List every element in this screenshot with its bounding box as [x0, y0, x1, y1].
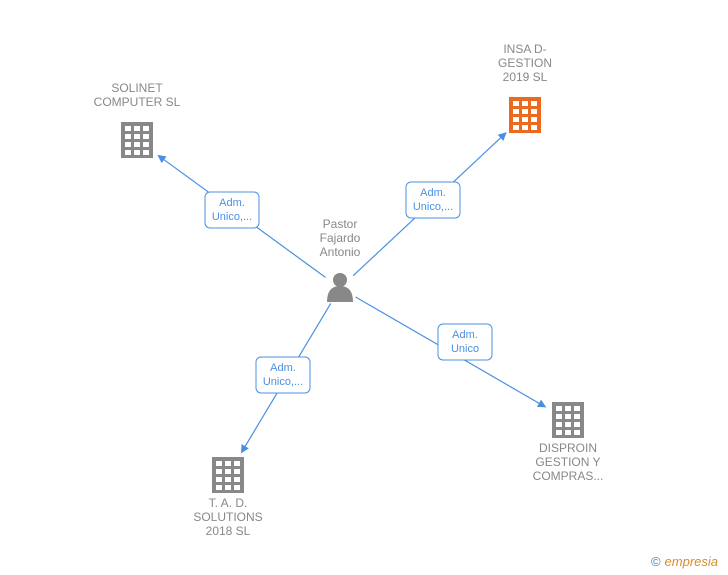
copyright-symbol: © [651, 554, 661, 569]
node-label: 2019 SL [503, 70, 548, 84]
edge-label-text: Unico,... [263, 376, 303, 388]
edge-label-text: Adm. [452, 329, 478, 341]
node-label: 2018 SL [206, 524, 251, 538]
node-label: GESTION Y [535, 455, 600, 469]
network-diagram: Adm. Unico,... Adm. Unico,... Adm. Unico Adm. U… [0, 0, 728, 575]
node-label: COMPUTER SL [94, 95, 181, 109]
building-icon [509, 97, 541, 133]
node-label: SOLINET [111, 81, 163, 95]
edge-label-text: Adm. [270, 362, 296, 374]
node-label: INSA D- [503, 42, 546, 56]
brand-name: empresia [665, 554, 718, 569]
edge-label-text: Adm. [420, 187, 446, 199]
edge-label-text: Unico,... [212, 211, 252, 223]
center-label: Fajardo [320, 231, 361, 245]
building-icon [552, 402, 584, 438]
center-label: Antonio [320, 245, 361, 259]
watermark: © empresia [651, 554, 718, 569]
node-label: DISPROIN [539, 441, 597, 455]
building-icon [121, 122, 153, 158]
edge-label-text: Unico,... [413, 201, 453, 213]
center-label: Pastor [323, 217, 358, 231]
node-label: T. A. D. [209, 496, 248, 510]
node-label: GESTION [498, 56, 552, 70]
node-label: SOLUTIONS [193, 510, 262, 524]
person-icon [327, 273, 353, 302]
edge-label-text: Adm. [219, 197, 245, 209]
node-label: COMPRAS... [533, 469, 604, 483]
building-icon [212, 457, 244, 493]
edge-label-text: Unico [451, 343, 479, 355]
